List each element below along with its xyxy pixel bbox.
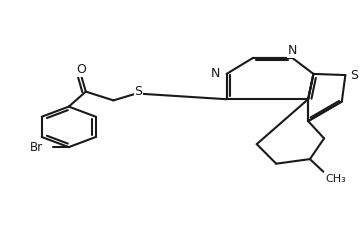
- Text: N: N: [211, 67, 221, 80]
- Text: CH₃: CH₃: [325, 174, 346, 184]
- Text: S: S: [350, 69, 358, 82]
- Text: N: N: [288, 45, 297, 57]
- Text: O: O: [77, 63, 86, 76]
- Text: S: S: [134, 85, 142, 98]
- Text: Br: Br: [30, 141, 43, 154]
